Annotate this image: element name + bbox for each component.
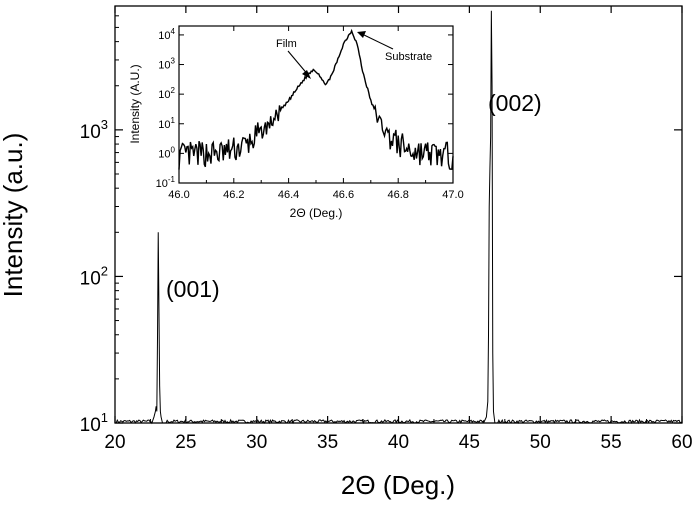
- main-x-tick-label: 55: [601, 432, 622, 453]
- substrate-label: Substrate: [385, 51, 432, 63]
- main-x-tick-label: 30: [246, 432, 267, 453]
- inset-chart: 46.0 46.2 46.4 46.6 46.8 47.0 10-110010110210…: [128, 25, 464, 220]
- main-y-tick-label: 103: [80, 117, 108, 143]
- main-x-tick-label: 45: [459, 432, 480, 453]
- inset-y-tick-label: 104: [158, 27, 175, 42]
- inset-y-tick-exponent: 2: [171, 86, 176, 95]
- film-arrow: [287, 50, 311, 79]
- inset-x-tick-label: 46.6: [333, 189, 354, 201]
- inset-x-tick-label: 47.0: [442, 189, 463, 201]
- main-y-tick-exponent: 3: [101, 117, 108, 132]
- inset-ticks: [178, 26, 454, 184]
- inset-y-tick-exponent: 3: [171, 57, 176, 66]
- inset-x-tick-labels: 46.0 46.2 46.4 46.6 46.8 47.0: [168, 189, 463, 201]
- inset-series-line: [178, 28, 454, 170]
- main-x-axis-label: 2Θ (Deg.): [341, 470, 455, 500]
- inset-y-tick-base: 10: [156, 178, 168, 190]
- main-y-tick-base: 10: [80, 415, 101, 436]
- main-x-tick-label: 40: [388, 432, 409, 453]
- inset-x-tick-label: 46.2: [223, 189, 244, 201]
- inset-y-tick-label: 100: [158, 145, 175, 160]
- inset-y-tick-label: 102: [158, 86, 175, 101]
- main-x-tick-label: 35: [317, 432, 338, 453]
- main-y-axis-label: Intensity (a.u.): [0, 133, 28, 298]
- main-x-tick-label: 60: [671, 432, 692, 453]
- main-x-tick-label: 25: [175, 432, 196, 453]
- inset-y-tick-label: 103: [158, 57, 175, 72]
- film-label: Film: [276, 38, 297, 50]
- inset-y-tick-exponent: 4: [171, 27, 176, 36]
- inset-y-axis-label: Intensity (A.U.): [128, 64, 142, 143]
- inset-x-tick-label: 46.8: [387, 189, 408, 201]
- peak-label-002: (002): [488, 90, 542, 116]
- inset-x-tick-label: 46.0: [168, 189, 189, 201]
- main-y-tick-exponent: 2: [101, 263, 108, 278]
- main-x-tick-labels: 20 25 30 35 40 45 50 55 60: [104, 432, 692, 453]
- inset-y-tick-label: 10-1: [156, 175, 176, 190]
- main-y-tick-base: 10: [80, 268, 101, 289]
- inset-y-tick-base: 10: [158, 60, 170, 72]
- inset-y-tick-base: 10: [158, 119, 170, 131]
- inset-x-axis-label: 2Θ (Deg.): [290, 206, 343, 220]
- substrate-arrow: [357, 31, 394, 50]
- main-x-tick-label: 50: [530, 432, 551, 453]
- main-y-tick-exponent: 1: [101, 410, 108, 425]
- main-series-line: [115, 10, 683, 425]
- inset-y-tick-base: 10: [158, 148, 170, 160]
- main-y-tick-label: 101: [80, 410, 108, 436]
- inset-y-tick-exponent: -1: [168, 175, 176, 184]
- inset-y-tick-base: 10: [158, 30, 170, 42]
- inset-x-tick-label: 46.4: [278, 189, 299, 201]
- inset-y-tick-base: 10: [158, 89, 170, 101]
- main-x-tick-label: 20: [104, 432, 125, 453]
- inset-y-tick-label: 101: [158, 116, 175, 131]
- inset-background: [179, 26, 453, 183]
- peak-label-001: (001): [166, 276, 220, 302]
- main-y-tick-label: 102: [80, 263, 108, 289]
- main-y-tick-base: 10: [80, 122, 101, 143]
- inset-y-tick-exponent: 1: [171, 116, 176, 125]
- inset-y-tick-exponent: 0: [171, 145, 176, 154]
